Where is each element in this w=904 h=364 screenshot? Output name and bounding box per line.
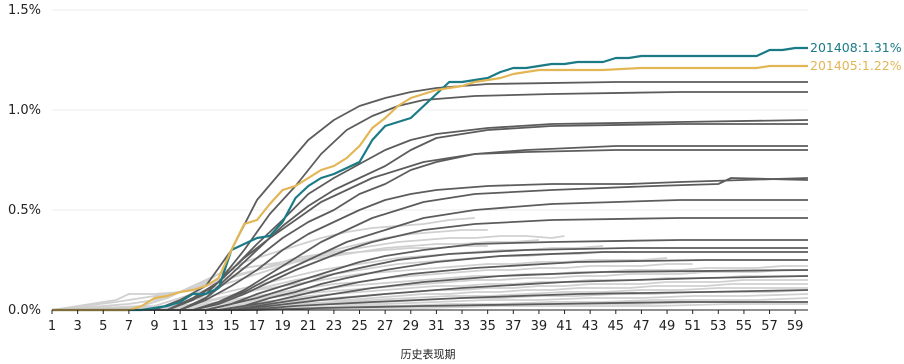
x-tick-label-31: 31	[428, 319, 445, 334]
series-line-dark-8	[52, 199, 808, 311]
series-label-201405: 201405:1.22%	[810, 58, 902, 73]
x-tick-label-23: 23	[326, 319, 343, 334]
series-line-dark-7	[52, 177, 809, 311]
y-tick-label-1: 0.5%	[8, 203, 41, 218]
x-tick-label-59: 59	[787, 319, 804, 334]
highlight-series	[52, 46, 808, 312]
x-tick-label-57: 57	[761, 319, 778, 334]
x-tick-label-41: 41	[556, 319, 573, 334]
x-axis-label: 历史表现期	[401, 347, 456, 361]
x-tick-label-47: 47	[633, 319, 650, 334]
x-tick-label-9: 9	[150, 319, 158, 334]
x-tick-label-15: 15	[223, 319, 240, 334]
x-tick-label-7: 7	[125, 319, 133, 334]
x-tick-label-3: 3	[73, 319, 81, 334]
x-tick-label-51: 51	[684, 319, 701, 334]
x-tick-label-13: 13	[197, 319, 214, 334]
series-line-light-13	[51, 283, 808, 311]
gridlines	[52, 9, 808, 211]
series-line-dark-11	[52, 247, 808, 311]
x-tick-label-11: 11	[172, 319, 189, 334]
x-tick-label-19: 19	[274, 319, 291, 334]
x-tick-label-37: 37	[505, 319, 522, 334]
x-tick-label-53: 53	[710, 319, 727, 334]
series-line-dark-0	[52, 81, 808, 311]
series-labels: 201408:1.31% 201405:1.22%	[810, 40, 902, 73]
series-line-201405	[52, 64, 808, 312]
x-tick-label-5: 5	[99, 319, 107, 334]
series-line-light-4	[51, 245, 488, 311]
x-tick-label-33: 33	[454, 319, 471, 334]
series-label-201408: 201408:1.31%	[810, 40, 902, 55]
series-line-dark-15	[52, 275, 809, 311]
x-tick-label-17: 17	[249, 319, 266, 334]
series-line-dark-13	[52, 259, 808, 311]
x-tick-label-27: 27	[377, 319, 394, 334]
axes: 1 3 5 7 9 11 13 15 17 19 21 23 25 27 29 31 33 35 37 39 41 43 4…	[8, 3, 808, 334]
x-tick-label-49: 49	[659, 319, 676, 334]
x-tick-label-39: 39	[531, 319, 548, 334]
background-series-dark	[52, 81, 809, 311]
y-tick-label-0: 0.0%	[8, 303, 41, 318]
y-tick-label-3: 1.5%	[8, 3, 41, 18]
series-line-light-16	[51, 293, 809, 311]
x-tick-label-21: 21	[300, 319, 317, 334]
series-line-dark-9	[52, 217, 808, 311]
x-tick-label-43: 43	[582, 319, 599, 334]
x-tick-label-1: 1	[48, 319, 56, 334]
series-line-light-9	[51, 265, 808, 311]
x-tick-label-29: 29	[403, 319, 420, 334]
x-tick-label-35: 35	[479, 319, 496, 334]
series-line-dark-6	[52, 177, 809, 311]
y-tick-label-2: 1.0%	[8, 103, 41, 118]
series-line-light-8	[51, 263, 693, 311]
series-line-dark-4	[52, 145, 808, 311]
x-tick-label-25: 25	[351, 319, 368, 334]
x-tick-label-55: 55	[736, 319, 753, 334]
x-tick-label-45: 45	[608, 319, 625, 334]
